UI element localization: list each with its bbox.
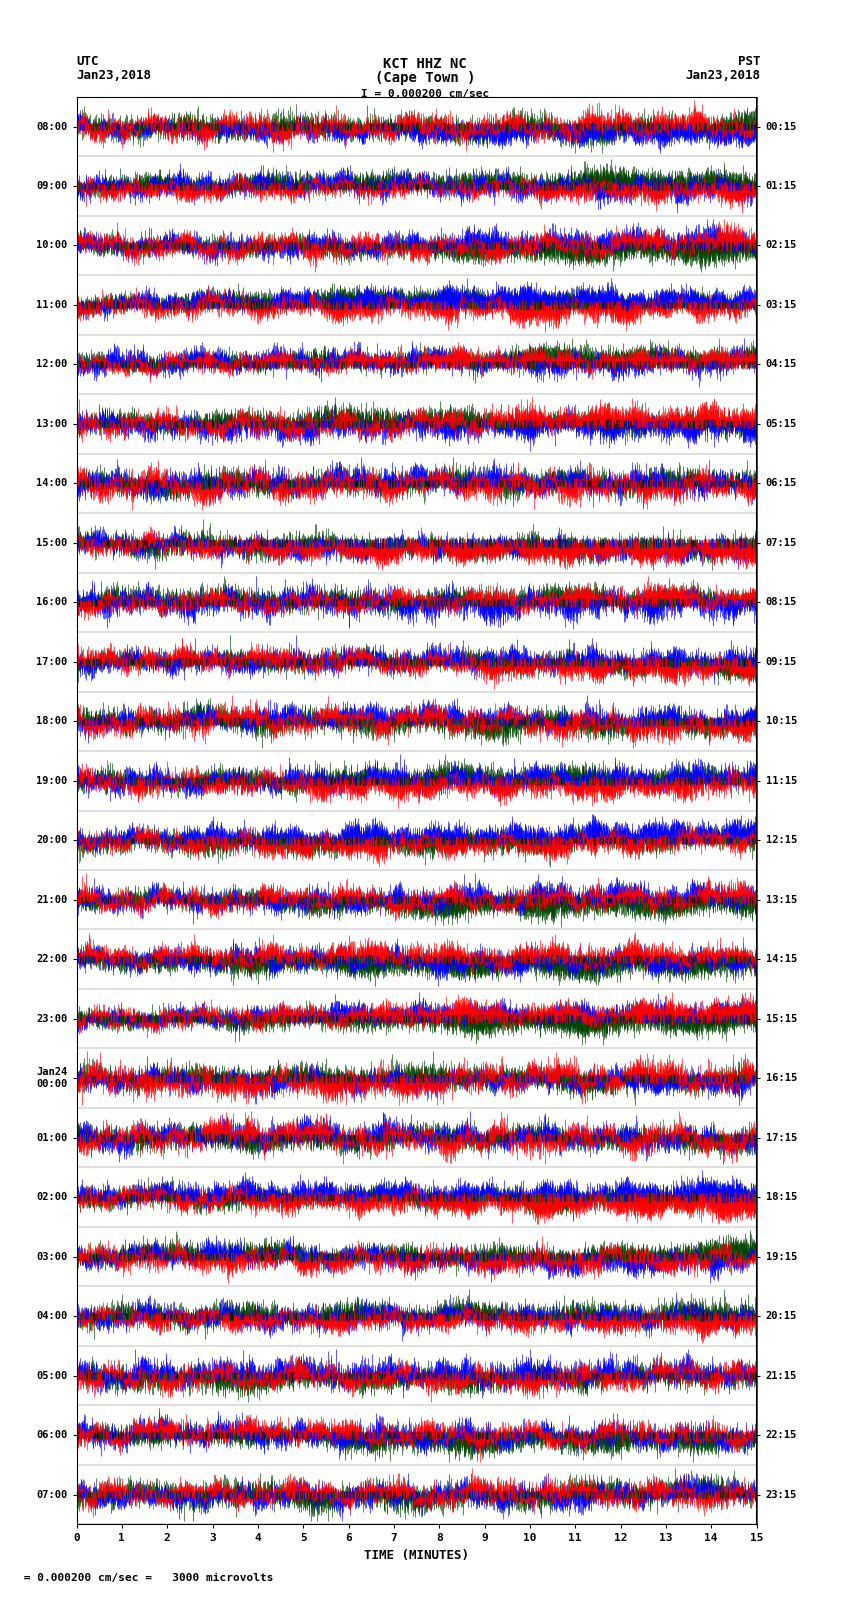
Text: Jan23,2018: Jan23,2018	[686, 69, 761, 82]
Text: I = 0.000200 cm/sec: I = 0.000200 cm/sec	[361, 89, 489, 98]
Text: = 0.000200 cm/sec =   3000 microvolts: = 0.000200 cm/sec = 3000 microvolts	[17, 1573, 274, 1582]
Text: (Cape Town ): (Cape Town )	[375, 71, 475, 85]
Text: PST: PST	[739, 55, 761, 68]
Text: UTC: UTC	[76, 55, 99, 68]
X-axis label: TIME (MINUTES): TIME (MINUTES)	[364, 1548, 469, 1561]
Text: Jan23,2018: Jan23,2018	[76, 69, 151, 82]
Text: KCT HHZ NC: KCT HHZ NC	[383, 56, 467, 71]
